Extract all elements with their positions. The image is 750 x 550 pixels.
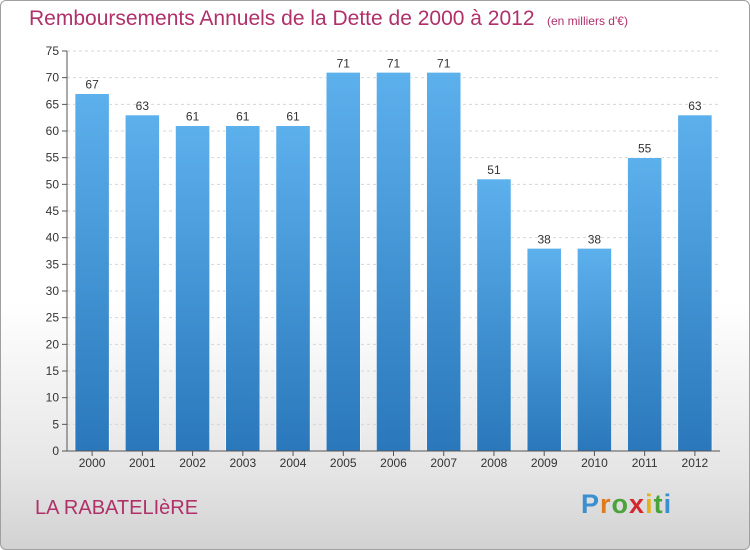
bar	[225, 125, 261, 452]
y-tick-label: 75	[46, 44, 60, 58]
x-tick-label: 2003	[229, 456, 256, 470]
bar-value-label: 67	[85, 78, 99, 92]
y-tick-label: 0	[52, 444, 59, 458]
y-tick-label: 30	[46, 284, 60, 298]
bar	[275, 125, 311, 452]
bar-value-label: 61	[236, 110, 250, 124]
logo-letter: r	[600, 489, 612, 519]
bar-value-label: 71	[387, 56, 401, 70]
commune-name: LA RABATELIèRE	[35, 497, 199, 519]
y-tick-label: 70	[46, 71, 60, 85]
x-tick-label: 2007	[430, 456, 457, 470]
labels: 0 5 10 15 20 25 30 35 40 45 50 55 60 65 70 75 67 2000 63 20…	[46, 44, 709, 470]
x-tick-label: 2005	[330, 456, 357, 470]
logo-letter: o	[611, 489, 630, 519]
y-tick-label: 25	[46, 311, 60, 325]
bar-value-label: 55	[638, 142, 652, 156]
logo-letter: i	[645, 489, 654, 519]
y-tick-label: 10	[46, 391, 60, 405]
x-tick-label: 2010	[581, 456, 608, 470]
bar-value-label: 61	[186, 110, 200, 124]
x-tick-label: 2000	[79, 456, 106, 470]
bar-value-label: 71	[437, 56, 451, 70]
y-tick-label: 65	[46, 97, 60, 111]
y-tick-label: 15	[46, 364, 60, 378]
bar	[376, 72, 411, 452]
x-tick-label: 2009	[531, 456, 558, 470]
logo-letter: i	[663, 489, 673, 519]
bar	[124, 114, 160, 452]
x-tick-label: 2001	[129, 456, 156, 470]
x-tick-label: 2004	[280, 456, 307, 470]
bar-value-label: 71	[337, 56, 351, 70]
bar	[476, 178, 512, 452]
logo-letter: P	[581, 489, 601, 519]
bar	[577, 248, 612, 452]
bars	[74, 72, 713, 452]
axes	[62, 50, 720, 456]
x-tick-label: 2012	[682, 456, 709, 470]
bar	[325, 72, 361, 452]
x-tick-label: 2011	[632, 456, 658, 470]
y-tick-label: 45	[46, 204, 60, 218]
y-tick-label: 55	[46, 151, 60, 165]
y-tick-label: 5	[52, 417, 59, 431]
x-tick-label: 2006	[380, 456, 407, 470]
bar-value-label: 61	[286, 110, 300, 124]
bar	[627, 157, 663, 452]
y-tick-label: 50	[46, 177, 60, 191]
y-tick-label: 35	[46, 257, 60, 271]
bar-value-label: 38	[538, 232, 552, 246]
bar	[677, 114, 713, 452]
logo-letter: t	[653, 489, 664, 519]
bar	[175, 125, 210, 452]
logo-letter: x	[629, 489, 646, 519]
bar-value-label: 63	[688, 99, 702, 113]
chart-title-text: Remboursements Annuels de la Dette de 20…	[29, 7, 535, 30]
bar-value-label: 51	[487, 163, 501, 177]
bar	[74, 93, 110, 452]
y-tick-label: 60	[46, 124, 60, 138]
x-tick-label: 2002	[179, 456, 206, 470]
chart-title: Remboursements Annuels de la Dette de 20…	[29, 7, 628, 31]
bar-value-label: 38	[588, 232, 602, 246]
y-tick-label: 40	[46, 231, 60, 245]
bar-value-label: 63	[136, 99, 150, 113]
bar	[426, 72, 462, 452]
proxiti-logo: Proxiti	[581, 489, 672, 520]
y-tick-label: 20	[46, 337, 60, 351]
x-tick-label: 2008	[481, 456, 508, 470]
bar	[526, 248, 562, 452]
unit-note: (en milliers d'€)	[546, 14, 628, 28]
